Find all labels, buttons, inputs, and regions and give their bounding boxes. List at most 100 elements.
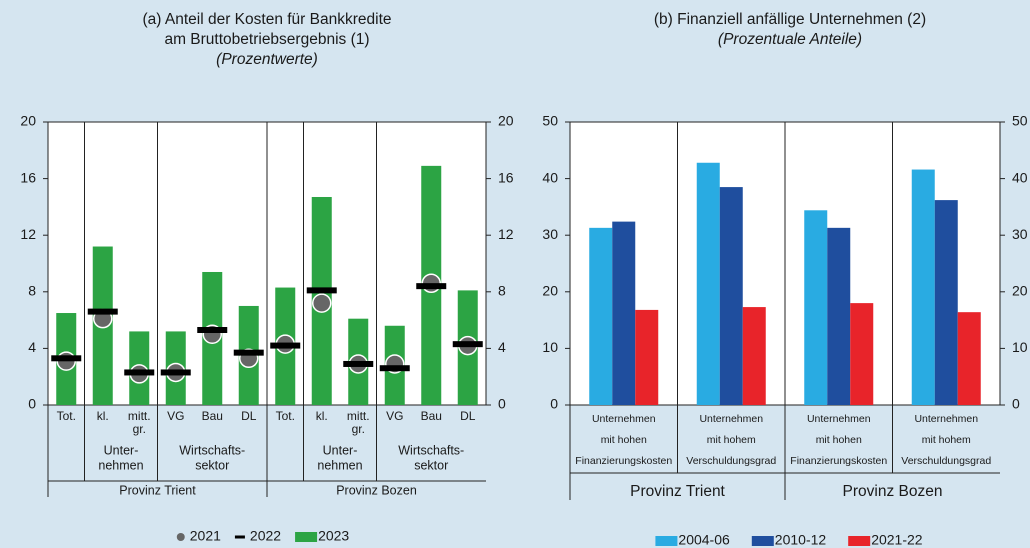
bar [696,162,720,405]
x-tick-label: kl. [97,409,109,423]
dash [379,365,410,372]
chart-title: (a) Anteil der Kosten für Bankkredite [143,11,392,28]
bar [827,227,851,405]
legend-swatch [295,532,318,542]
x-tick-label: Unternehmen [699,413,763,425]
legend-swatch [176,533,185,541]
legend-label: 2021-22 [871,532,923,548]
dash [160,369,191,376]
y2-tick-label: 0 [1012,396,1020,412]
y-tick-label: 20 [542,283,558,299]
x-tick-label: mit hohem [707,434,756,446]
y2-tick-label: 20 [1012,283,1028,299]
bar [957,312,981,405]
bar [804,210,828,405]
x-tick-label: mit hohen [601,434,647,446]
x-tick-label: Tot. [57,409,76,423]
group-label: nehmen [317,458,362,472]
dot [312,293,332,313]
y2-tick-label: 4 [498,339,506,355]
group-label: sektor [414,458,448,472]
x-tick-label: Unternehmen [807,413,871,425]
y-tick-label: 12 [20,226,36,242]
legend-label: 2022 [250,528,281,544]
y-tick-label: 16 [20,169,36,185]
bar [635,309,659,405]
y2-tick-label: 0 [498,396,506,412]
y-tick-label: 50 [542,113,558,129]
group-label: nehmen [98,458,143,472]
y2-tick-label: 40 [1012,169,1028,185]
y2-tick-label: 12 [498,226,514,242]
legend-label: 2023 [318,528,349,544]
chart-subtitle: (Prozentuale Anteile) [718,31,862,48]
bar [934,200,958,405]
province-label: Provinz Trient [630,483,725,500]
dash [270,342,301,349]
x-tick-label: kl. [316,409,328,423]
group-label: Unter- [104,443,139,457]
chart-title: am Bruttobetriebsergebnis (1) [164,31,369,48]
province-label: Provinz Bozen [843,483,943,500]
chart-subtitle: (Prozentwerte) [216,51,318,68]
dash [51,355,82,362]
x-tick-label: Bau [202,409,223,423]
y-tick-label: 40 [542,169,558,185]
legend-label: 2021 [190,528,221,544]
bar [589,227,613,405]
group-label: Wirtschafts- [179,443,245,457]
bar [719,187,743,405]
province-label: Provinz Trient [119,483,196,497]
x-tick-label: mit hohem [922,434,971,446]
group-label: sektor [195,458,229,472]
x-tick-label: VG [167,409,184,423]
y2-tick-label: 8 [498,283,506,299]
legend-label: 2010-12 [775,532,827,548]
y-tick-label: 10 [542,339,558,355]
y-tick-label: 0 [28,396,36,412]
legend-label: 2004-06 [678,532,730,548]
x-tick-label: Unternehmen [592,413,656,425]
y2-tick-label: 50 [1012,113,1028,129]
x-tick-label: VG [386,409,403,423]
y-tick-label: 30 [542,226,558,242]
x-tick-label: DL [241,409,257,423]
y2-tick-label: 20 [498,113,514,129]
x-tick-label: mit hohen [816,434,862,446]
dash [197,327,228,334]
dash [233,349,264,356]
x-tick-label: Tot. [276,409,295,423]
legend-swatch [234,535,245,539]
bar [911,169,935,405]
legend-swatch [655,536,678,546]
y2-tick-label: 16 [498,169,514,185]
x-tick-label: gr. [133,422,146,436]
x-tick-label: Unternehmen [914,413,978,425]
y-tick-label: 0 [550,396,558,412]
x-tick-label: mitt. [128,409,151,423]
province-label: Provinz Bozen [336,483,417,497]
chart-title: (b) Finanziell anfällige Unternehmen (2) [654,11,926,28]
legend-swatch [848,536,871,546]
x-tick-label: gr. [352,422,365,436]
x-tick-label: Finanzierungskosten [575,455,672,467]
y-tick-label: 20 [20,113,36,129]
x-tick-label: Verschuldungsgrad [901,455,991,467]
dash [124,369,155,376]
bar [742,307,766,405]
y2-tick-label: 10 [1012,339,1028,355]
x-tick-label: Verschuldungsgrad [686,455,776,467]
bar [850,303,874,405]
dash [87,308,118,315]
x-tick-label: Bau [421,409,442,423]
y-tick-label: 4 [28,339,36,355]
bar [612,221,636,405]
group-label: Unter- [323,443,358,457]
group-label: Wirtschafts- [398,443,464,457]
y-tick-label: 8 [28,283,36,299]
y2-tick-label: 30 [1012,226,1028,242]
x-tick-label: Finanzierungskosten [790,455,887,467]
legend-swatch [751,536,774,546]
x-tick-label: mitt. [347,409,370,423]
